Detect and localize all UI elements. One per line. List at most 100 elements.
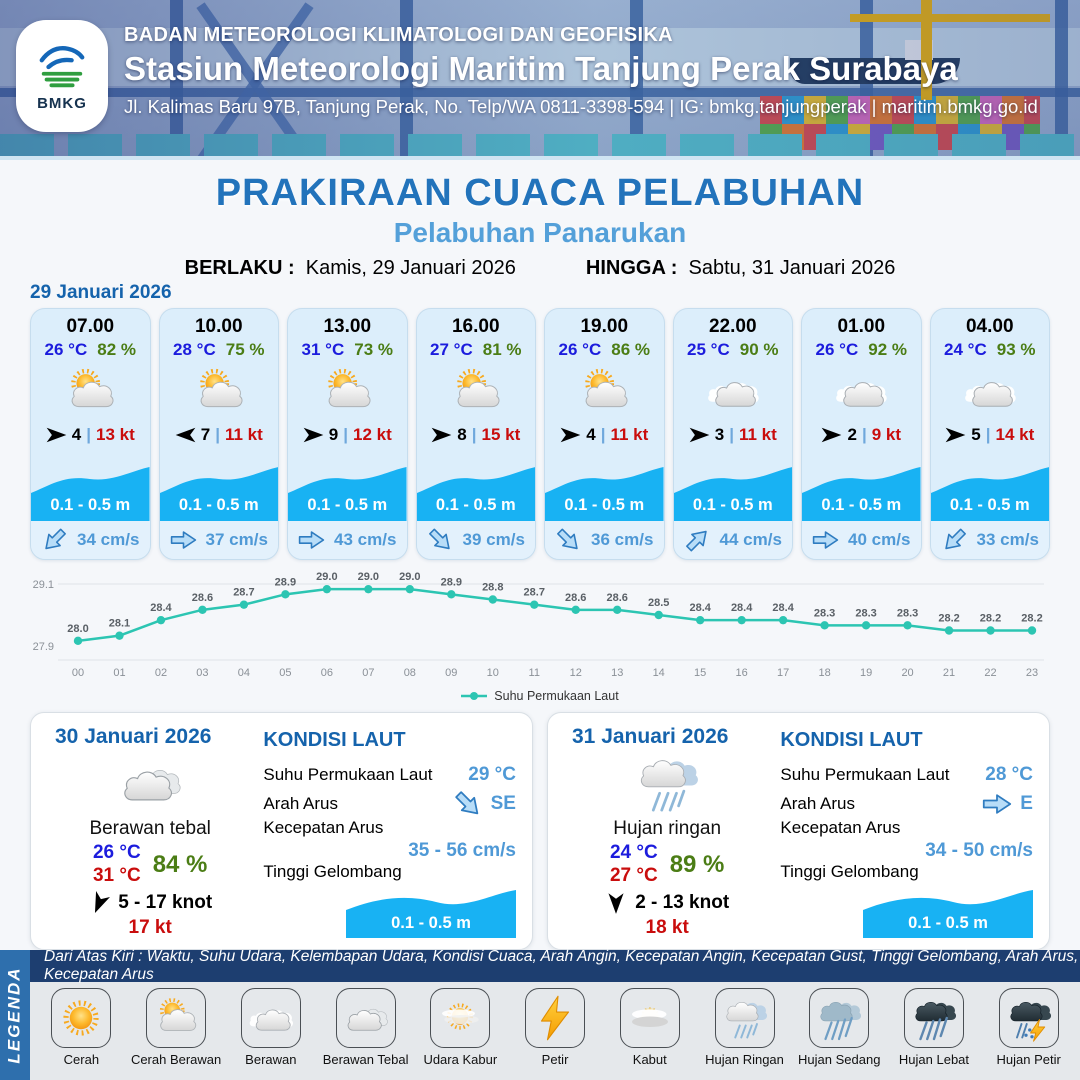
- daily-date: 31 Januari 2026: [572, 725, 729, 748]
- current-direction-icon: [170, 531, 196, 549]
- header-text: BADAN METEOROLOGI KLIMATOLOGI DAN GEOFIS…: [124, 24, 1038, 118]
- legend-icon-box: [525, 988, 586, 1048]
- svg-text:28.1: 28.1: [109, 618, 130, 630]
- card-gust: 12 kt: [352, 425, 392, 444]
- weather-icon: [247, 994, 295, 1042]
- chairs-illustration: [0, 134, 1080, 156]
- wave-graphic: [345, 890, 516, 938]
- daily-wind-range: 5 - 17 knot: [118, 892, 213, 913]
- svg-text:28.8: 28.8: [482, 582, 503, 594]
- hingga-label: HINGGA :: [585, 257, 678, 279]
- card-temps: 26 °C 82 %: [45, 340, 136, 360]
- current-direction-icon: [812, 531, 839, 549]
- card-time: 16.00: [451, 316, 500, 337]
- card-gust: 11 kt: [224, 425, 263, 444]
- current-direction-icon: [425, 525, 455, 555]
- legend-item: Hujan Ringan: [697, 988, 792, 1080]
- station-address: Jl. Kalimas Baru 97B, Tanjung Perak, No.…: [124, 96, 1038, 117]
- berlaku-label: BERLAKU :: [184, 257, 295, 279]
- card-wind-speed: 4: [586, 425, 596, 444]
- daily-panel-30: 30 Januari 2026 Berawan tebal 26 °C 31 °…: [30, 712, 533, 950]
- svg-text:28.9: 28.9: [441, 576, 462, 588]
- legend-icon-box: [146, 988, 207, 1048]
- legend-icon-box: [903, 988, 964, 1048]
- chart-legend: Suhu Permukaan Laut: [30, 689, 1050, 703]
- card-humidity: 73 %: [354, 340, 393, 359]
- current-direction-icon: [983, 794, 1012, 814]
- wave-graphic: [673, 467, 792, 521]
- card-current-row: 37 cm/s: [159, 521, 278, 559]
- weather-icon: [443, 364, 509, 420]
- wind-direction-icon: [945, 427, 966, 443]
- svg-text:28.3: 28.3: [897, 607, 918, 619]
- legend-icon-box: [335, 988, 396, 1048]
- svg-text:28.7: 28.7: [233, 587, 254, 599]
- legend-item: Cerah Berawan: [129, 988, 224, 1080]
- card-time: 22.00: [708, 316, 757, 337]
- wave-graphic: [545, 467, 664, 521]
- legend-item-label: Cerah Berawan: [130, 1052, 222, 1067]
- card-wind-speed: 9: [328, 425, 339, 444]
- sst-value: 28 °C: [985, 764, 1033, 785]
- sea-heading: KONDISI LAUT: [780, 729, 923, 751]
- weather-icon: [828, 364, 894, 420]
- weather-icon: [910, 994, 958, 1042]
- svg-text:28.6: 28.6: [607, 592, 628, 604]
- wind-direction-icon: [431, 427, 452, 443]
- daily-weather-icon: [107, 749, 193, 816]
- station-name: Stasiun Meteorologi Maritim Tanjung Pera…: [124, 50, 958, 87]
- forecast-section: 29 Januari 2026 07.00 26 °C 82 % 4 | 13 …: [30, 282, 1050, 560]
- svg-text:28.2: 28.2: [980, 613, 1001, 625]
- weather-icon: [57, 364, 123, 420]
- page-subtitle: Pelabuhan Panarukan: [393, 217, 687, 248]
- header-girder: [170, 0, 183, 156]
- daily-temps: 24 °C 27 °C 89 %: [610, 842, 724, 888]
- sst-label: Suhu Permukaan Laut: [263, 765, 433, 784]
- daily-left-column: 30 Januari 2026 Berawan tebal 26 °C 31 °…: [47, 725, 253, 939]
- wave-graphic: [802, 467, 921, 521]
- svg-text:18: 18: [818, 667, 830, 679]
- current-direction-icon: [553, 525, 584, 555]
- card-wind-speed: 8: [457, 425, 467, 444]
- legend-item-label: Hujan Petir: [996, 1052, 1061, 1067]
- card-gust: 9 kt: [871, 425, 902, 444]
- wind-direction-icon: [608, 892, 624, 914]
- card-humidity: 81 %: [482, 340, 522, 359]
- legend-item-label: Hujan Ringan: [705, 1052, 784, 1067]
- card-time: 01.00: [837, 316, 886, 337]
- svg-text:23: 23: [1026, 667, 1038, 679]
- forecast-card: 10.00 28 °C 75 % 7 | 11 kt 0.1 - 0.5 m 3…: [158, 308, 279, 560]
- card-wave-text: 0.1 - 0.5 m: [307, 496, 388, 514]
- card-temps: 25 °C 90 %: [687, 340, 778, 360]
- daily-wind-range: 2 - 13 knot: [635, 892, 730, 913]
- legend-icons-row: Cerah Cerah Berawan Berawan Berawan Teba…: [30, 982, 1080, 1080]
- card-temps: 26 °C 86 %: [559, 340, 650, 360]
- weather-icon: [314, 364, 380, 420]
- wave-graphic: [159, 467, 278, 521]
- forecast-card: 19.00 26 °C 86 % 4 | 11 kt 0.1 - 0.5 m 3…: [544, 308, 665, 560]
- svg-text:09: 09: [445, 667, 457, 679]
- svg-text:28.4: 28.4: [731, 602, 753, 614]
- daily-condition: Hujan ringan: [613, 818, 722, 840]
- card-wind-row: 4 | 13 kt: [46, 425, 135, 445]
- daily-condition: Berawan tebal: [89, 818, 211, 840]
- header-girder: [0, 88, 1080, 97]
- svg-text:28.6: 28.6: [565, 592, 586, 604]
- wind-gust-divider: |: [471, 425, 477, 444]
- svg-text:01: 01: [113, 667, 125, 679]
- card-wind-row: 5 | 14 kt: [945, 425, 1034, 445]
- card-temperature: 26 °C: [815, 340, 859, 359]
- sst-chart-section: 29.1 27.9 28.0 00 28.1 01 28.4 02 28.6 03 28.7 04 28…: [30, 566, 1050, 704]
- header-girder: [400, 0, 413, 156]
- forecast-card: 16.00 27 °C 81 % 8 | 15 kt 0.1 - 0.5 m 3…: [415, 308, 536, 560]
- card-wave-text: 0.1 - 0.5 m: [821, 496, 902, 514]
- svg-text:03: 03: [196, 667, 208, 679]
- card-wave-height: 0.1 - 0.5 m: [416, 463, 535, 521]
- svg-text:29.0: 29.0: [358, 571, 379, 583]
- current-speed-value: 35 - 56 cm/s: [408, 840, 516, 861]
- wind-gust-divider: |: [343, 425, 348, 444]
- svg-text:28.9: 28.9: [275, 576, 296, 588]
- wind-direction-icon: [560, 427, 581, 443]
- card-time: 19.00: [580, 316, 629, 337]
- svg-text:28.4: 28.4: [150, 602, 172, 614]
